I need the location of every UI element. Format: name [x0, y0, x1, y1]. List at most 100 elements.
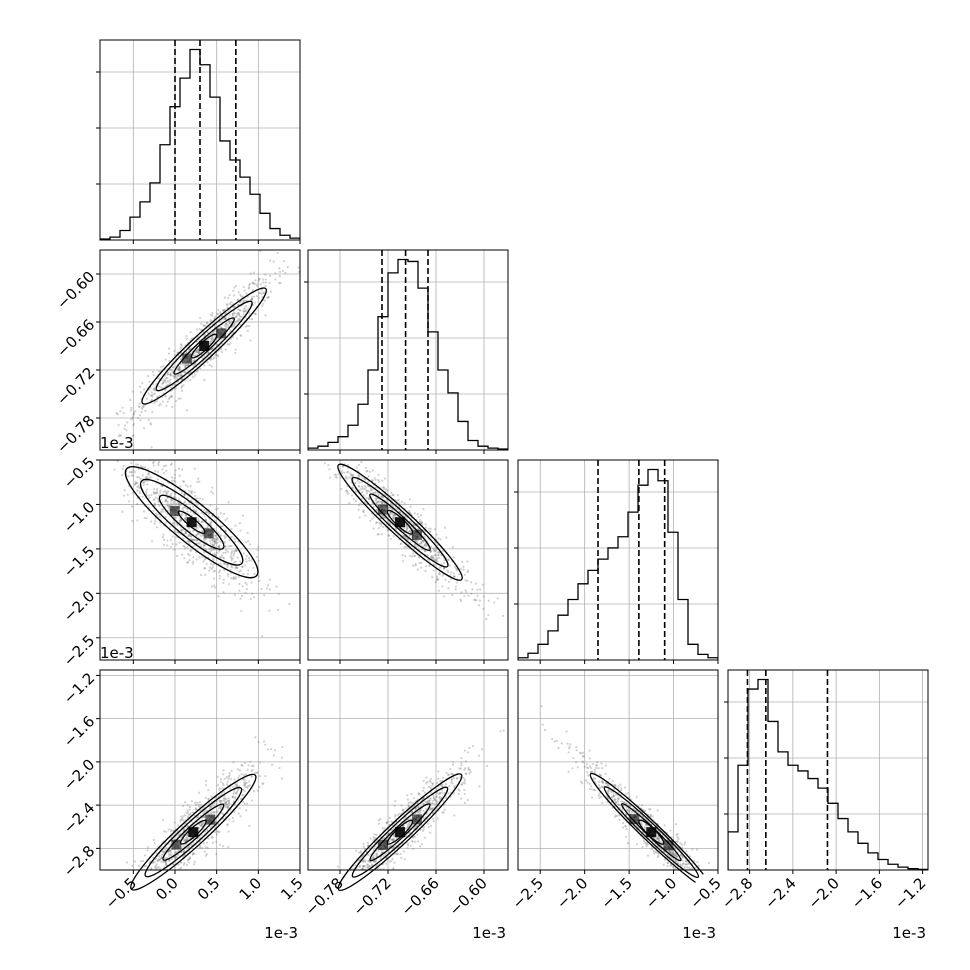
sample-point [413, 840, 417, 843]
sample-point [368, 864, 371, 867]
sample-point [385, 821, 389, 824]
sample-point [152, 872, 154, 874]
sample-point [181, 528, 184, 531]
sample-point [369, 837, 372, 840]
sample-point [374, 499, 378, 502]
sample-point [361, 476, 364, 479]
sample-point [185, 836, 189, 839]
sample-point [413, 836, 416, 839]
sample-point [264, 273, 267, 276]
density-block [216, 328, 227, 339]
sample-point [643, 825, 646, 829]
sample-point [241, 565, 244, 569]
sample-point [197, 542, 200, 545]
sample-point [380, 851, 383, 854]
sample-point [432, 796, 435, 800]
sample-point [162, 471, 166, 475]
sample-point [139, 860, 143, 863]
sample-point [463, 782, 467, 785]
sample-point [237, 312, 240, 315]
sample-point [362, 865, 365, 868]
sample-point [233, 778, 236, 781]
sample-point [398, 812, 401, 815]
sample-point [143, 388, 146, 391]
sample-point [168, 381, 171, 384]
sample-point [441, 549, 444, 553]
sample-point [605, 782, 608, 785]
sample-point [388, 840, 391, 843]
density-block [203, 528, 214, 539]
sample-point [359, 851, 362, 854]
sample-point [197, 351, 200, 354]
contour-line [386, 819, 414, 845]
sample-point [169, 849, 172, 852]
sample-point [202, 324, 206, 328]
sample-point [406, 846, 409, 850]
sample-point [380, 502, 384, 505]
sample-point [209, 358, 212, 361]
sample-point [187, 534, 190, 537]
sample-point [247, 784, 250, 787]
sample-point [245, 588, 249, 591]
sample-point [131, 416, 135, 419]
density-block [188, 827, 199, 838]
sample-point [253, 312, 257, 316]
sample-point [168, 859, 171, 862]
sample-point [194, 803, 198, 807]
sample-point [453, 565, 457, 568]
sample-point [244, 781, 247, 785]
sample-point [635, 809, 638, 812]
sample-point [191, 562, 194, 565]
sample-point [428, 530, 432, 533]
sample-point [179, 866, 183, 870]
sample-point [429, 550, 432, 553]
sample-point [180, 815, 183, 818]
sample-point [426, 554, 429, 557]
sample-point [186, 858, 189, 862]
sample-point [169, 373, 172, 376]
sample-point [173, 349, 176, 353]
sample-point [217, 355, 220, 358]
sample-point [463, 768, 466, 771]
sample-point [171, 405, 174, 409]
sample-point [225, 323, 228, 326]
sample-point [190, 535, 193, 538]
sample-point [384, 862, 388, 865]
sample-point [357, 871, 359, 873]
sample-point [272, 260, 275, 263]
sample-point [402, 825, 405, 828]
sample-point [362, 882, 364, 884]
sample-point [353, 894, 355, 896]
sample-point [407, 805, 410, 808]
sample-point [210, 365, 213, 368]
sample-point [435, 792, 438, 795]
sample-point [142, 483, 145, 486]
sample-point [130, 462, 133, 465]
contour-line [139, 478, 244, 566]
sample-point [164, 499, 168, 502]
sample-point [264, 314, 267, 317]
sample-point [450, 780, 453, 784]
sample-point [393, 517, 396, 521]
sample-point [222, 797, 225, 800]
sample-point [240, 315, 243, 318]
sample-point [336, 865, 339, 868]
sample-point [155, 857, 158, 861]
sample-point [179, 520, 182, 523]
sample-point [423, 535, 426, 538]
sample-point [170, 498, 173, 501]
sample-point [350, 899, 352, 901]
sample-point [358, 474, 361, 478]
sample-point [183, 545, 186, 548]
sample-point [406, 527, 409, 530]
sample-point [134, 480, 137, 483]
sample-point [200, 520, 203, 523]
sample-point [278, 766, 281, 770]
sample-point [228, 771, 231, 775]
sample-point [388, 507, 391, 510]
sample-point [173, 821, 176, 824]
sample-point [478, 785, 481, 788]
sample-point [192, 538, 195, 541]
sample-point [243, 564, 246, 567]
sample-point [241, 585, 244, 588]
